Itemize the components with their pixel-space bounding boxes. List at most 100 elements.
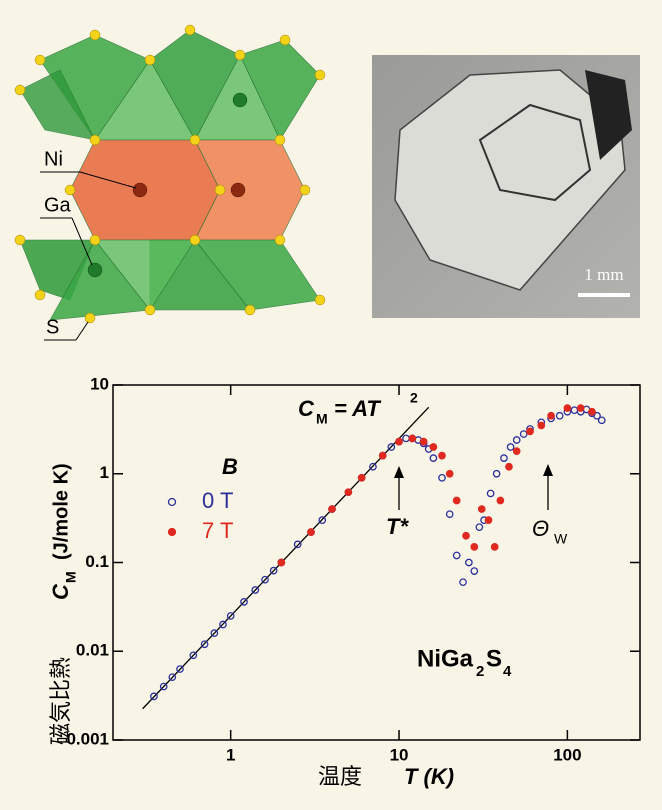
data-point xyxy=(429,454,438,462)
data-point xyxy=(159,682,168,691)
data-point xyxy=(168,673,177,682)
annotation: T* xyxy=(386,514,409,539)
fit-label: 2 xyxy=(410,390,418,406)
data-point xyxy=(462,531,470,540)
data-point xyxy=(597,416,606,425)
data-point xyxy=(490,543,499,551)
data-point xyxy=(419,437,428,446)
data-point xyxy=(484,516,493,525)
data-point xyxy=(465,558,473,567)
data-point xyxy=(459,578,467,587)
data-point xyxy=(470,567,479,575)
data-point xyxy=(537,421,546,430)
atoms xyxy=(14,24,326,324)
data-point xyxy=(505,462,513,471)
y-tick-label: 0.01 xyxy=(76,641,109,660)
scale-bar-label: 1 mm xyxy=(584,265,623,284)
data-point xyxy=(269,566,278,575)
data-point xyxy=(576,404,585,412)
legend-label: 7 T xyxy=(202,518,233,543)
fit-label: = AT xyxy=(334,396,381,421)
compound: 4 xyxy=(503,663,512,680)
compound: S xyxy=(486,645,502,672)
x-tick-label: 10 xyxy=(390,745,409,764)
data-point xyxy=(445,469,454,478)
label-s: S xyxy=(46,316,59,338)
y-label: (J/mole K) xyxy=(50,463,72,560)
y-tick-label: 1 xyxy=(100,463,109,482)
y-label: C xyxy=(48,583,73,600)
data-point xyxy=(378,451,387,460)
data-point xyxy=(506,443,515,451)
data-point xyxy=(387,443,396,451)
data-point xyxy=(588,407,596,416)
x-tick-label: 1 xyxy=(226,745,235,764)
compound: NiGa xyxy=(417,645,474,672)
y-label: 磁気比熱 xyxy=(48,657,73,745)
y-label: M xyxy=(63,571,79,583)
crystal-structure xyxy=(19,29,321,321)
data-point xyxy=(226,612,235,620)
data-point xyxy=(328,505,336,513)
data-point xyxy=(555,411,564,420)
x-label: T (K) xyxy=(404,764,454,789)
y-label: 磁気比熱 CM (J/mole K) xyxy=(48,463,79,745)
data-point xyxy=(189,651,198,660)
data-point xyxy=(563,404,572,412)
compound: 2 xyxy=(476,663,484,680)
arrow-head xyxy=(394,466,404,478)
data-point xyxy=(492,469,501,478)
y-tick-label: 10 xyxy=(90,374,109,393)
legend-marker xyxy=(167,527,177,537)
x-label: 温度 xyxy=(318,764,362,789)
fit-label: C xyxy=(298,396,315,421)
data-point xyxy=(318,516,327,525)
data-point xyxy=(293,540,302,549)
annotation: Θ xyxy=(532,516,549,541)
label-ni: Ni xyxy=(44,148,63,170)
data-point xyxy=(445,510,454,519)
data-point xyxy=(452,496,461,505)
data-point xyxy=(408,434,417,443)
data-point xyxy=(512,436,521,444)
data-point xyxy=(486,489,495,498)
data-point xyxy=(200,640,209,649)
data-point xyxy=(277,558,286,567)
data-point xyxy=(512,447,521,455)
data-point xyxy=(344,488,353,497)
y-tick-label: 0.001 xyxy=(66,729,109,748)
data-point xyxy=(526,427,534,436)
y-tick-label: 0.1 xyxy=(85,552,109,571)
data-point xyxy=(357,473,366,482)
data-point xyxy=(210,629,219,637)
crystal-photo: 1 mm xyxy=(372,55,640,318)
data-point xyxy=(261,575,269,584)
data-point xyxy=(500,454,508,462)
data-point xyxy=(477,505,486,513)
annotation: W xyxy=(554,531,568,547)
data-point xyxy=(475,523,484,532)
data-point xyxy=(176,665,184,673)
data-point xyxy=(470,543,479,551)
structure-labels: Ni Ga S xyxy=(40,148,137,341)
data-point xyxy=(452,551,461,560)
label-ga: Ga xyxy=(44,194,72,216)
x-tick-label: 100 xyxy=(553,745,581,764)
data-point xyxy=(369,462,377,471)
data-point xyxy=(547,411,555,420)
data-point xyxy=(395,437,403,446)
fit-label: M xyxy=(316,411,328,427)
data-point xyxy=(438,451,446,460)
data-point xyxy=(429,443,438,451)
data-point xyxy=(519,430,528,438)
arrow-head xyxy=(543,464,553,476)
data-point xyxy=(251,586,260,594)
data-point xyxy=(593,411,601,420)
data-point xyxy=(307,528,315,536)
data-point xyxy=(150,692,158,701)
legend-marker xyxy=(167,497,177,507)
data-point xyxy=(438,473,446,482)
data-point xyxy=(240,598,248,606)
